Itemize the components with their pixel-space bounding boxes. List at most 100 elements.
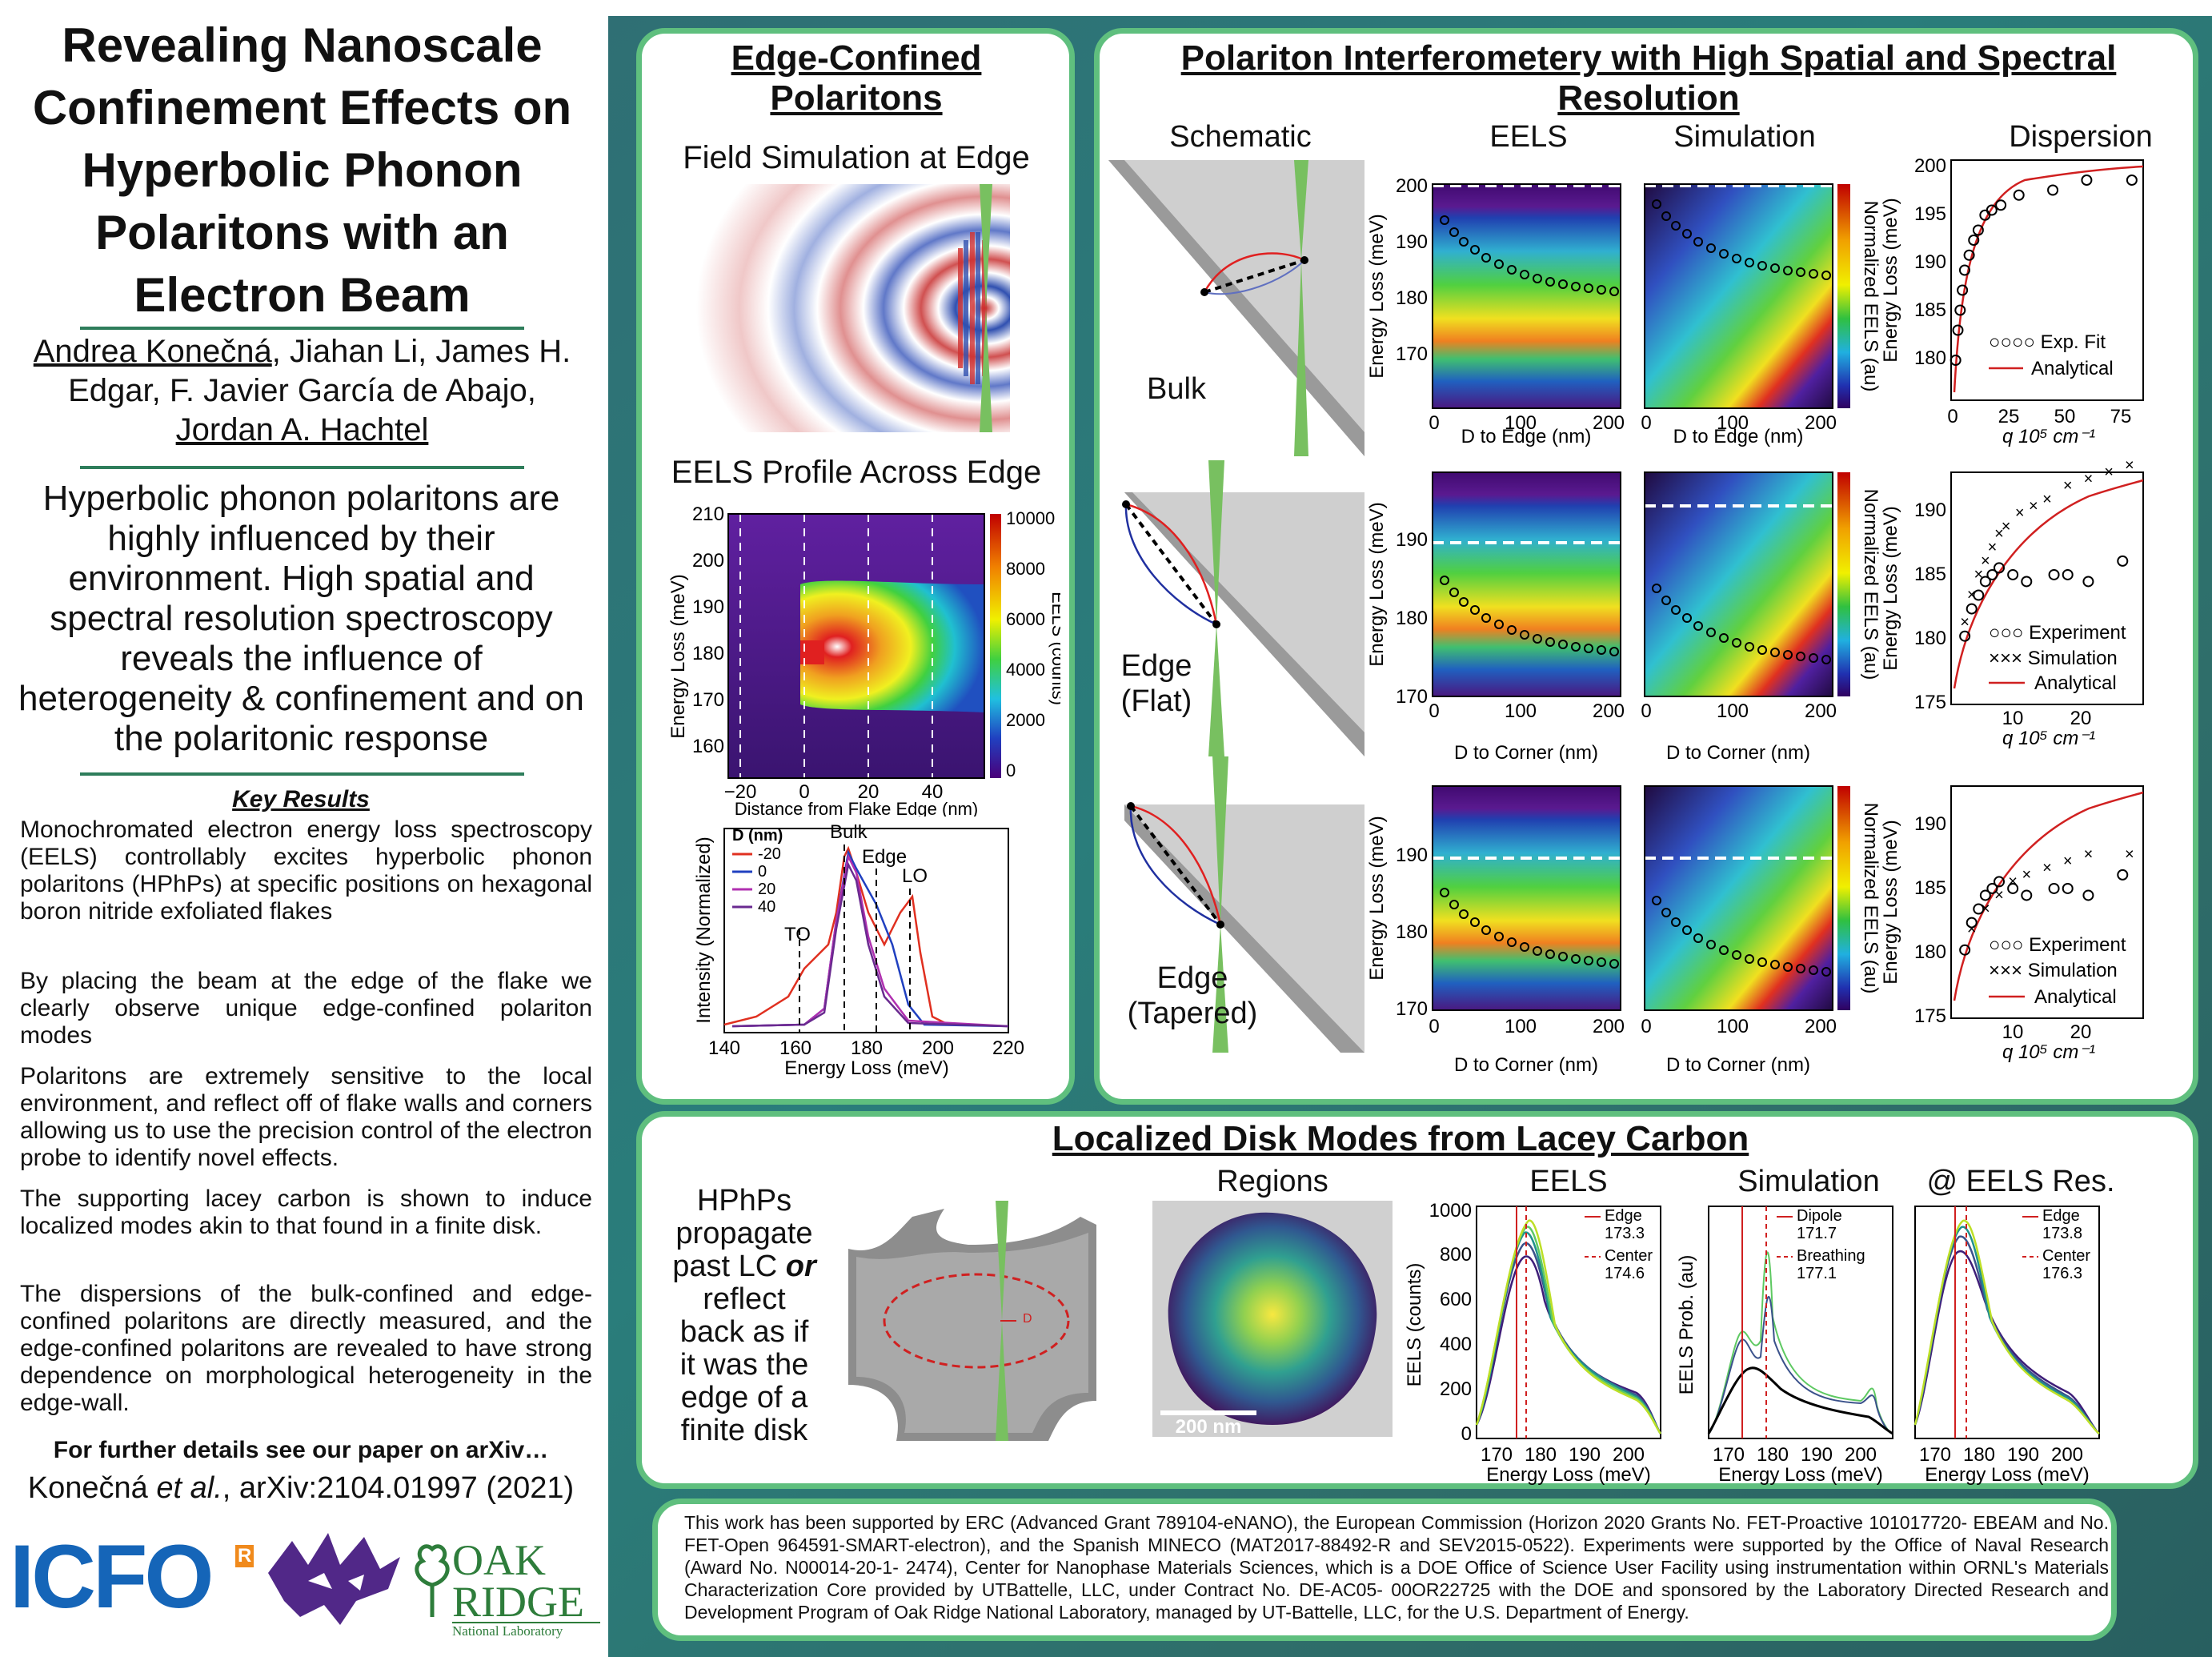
svg-text:100: 100 [1505,700,1537,722]
exp-point [1986,204,1998,216]
key-result-3: Polaritons are extremely sensitive to th… [20,1063,592,1171]
svg-text:q 10⁵ cm⁻¹: q 10⁵ cm⁻¹ [2002,426,2095,447]
exp-point [1968,235,1980,246]
exp-point [1973,589,1985,601]
svg-text:175: 175 [1914,1005,1946,1027]
col-head-dispersion: Dispersion [2009,120,2153,154]
svg-text:170: 170 [1713,1444,1745,1466]
svg-text:185: 185 [1914,564,1946,585]
svg-text:Energy Loss (meV): Energy Loss (meV) [1881,820,1901,984]
profile-ctick: 8000 [1006,559,1045,579]
svg-text:185: 185 [1914,299,1946,321]
exp-point [2062,882,2074,894]
head-eels-res: @ EELS Res. [1926,1165,2115,1198]
key-result-5: The dispersions of the bulk-confined and… [20,1281,592,1416]
sim-point: × [2029,498,2038,516]
legend-entry: -20 [758,845,781,863]
spectra-xtick: 160 [779,1037,811,1059]
sim-point: × [2125,456,2134,474]
legend-experiment: ○○○ Experiment [1989,934,2126,956]
eels-ylabel: Energy Loss (meV) [1366,214,1388,378]
svg-text:195: 195 [1914,203,1946,225]
svg-text:176.3: 176.3 [2042,1265,2082,1282]
divider [80,466,524,469]
svg-text:EELS Prob. (au): EELS Prob. (au) [1676,1255,1697,1395]
key-result-4: The supporting lacey carbon is shown to … [20,1186,592,1239]
exp-point [2047,184,2059,196]
sim-point: × [1981,552,1990,570]
svg-text:170: 170 [1396,343,1428,365]
row-label-edge-tapered: Edge (Tapered) [1127,961,1258,1030]
svg-text:100: 100 [1717,1016,1749,1037]
sim-point: × [2125,845,2134,863]
sim-point: × [1988,539,1998,556]
author-hachtel[interactable]: Jordan A. Hachtel [175,412,429,447]
cbar-label: Normalized EELS (au) [1860,489,1881,680]
svg-text:75: 75 [2110,406,2132,427]
profile-cbar-label: EELS (counts) [1048,592,1060,705]
panel2-title: Polariton Interferometery with High Spat… [1180,38,2117,118]
interferometry-heatmaps: Energy Loss (meV) Energy Loss (meV) Ener… [1366,175,1881,1076]
svg-text:175: 175 [1914,692,1946,713]
left-column: Revealing Nanoscale Confinement Effects … [0,0,602,1657]
svg-text:170: 170 [1396,998,1428,1020]
svg-text:Energy Loss (meV): Energy Loss (meV) [1881,198,1901,362]
sim-point: × [2015,504,2025,522]
svg-text:Edge: Edge [1605,1207,1642,1225]
eels-ylabel: Energy Loss (meV) [1366,816,1388,980]
col-head-simulation: Simulation [1673,120,1816,154]
profile-ctick: 10000 [1006,508,1055,528]
svg-text:100: 100 [1717,412,1749,434]
exp-point [2013,189,2025,201]
col-head-schematic: Schematic [1169,120,1312,154]
svg-text:185: 185 [1914,877,1946,899]
svg-text:400: 400 [1440,1334,1472,1355]
svg-text:Energy Loss (meV): Energy Loss (meV) [1486,1464,1650,1485]
key-result-1: Monochromated electron energy loss spect… [20,816,592,925]
spectra-xtick: 200 [922,1037,954,1059]
author-konecna[interactable]: Andrea Konečná [33,334,272,369]
analytical-curve [1953,791,2144,1001]
eels-profile-heatmap: Energy Loss (meV) 210 200 190 180 170 16… [667,504,1060,816]
profile-ytick: 210 [692,504,724,525]
field-sim-label: Field Simulation at Edge [683,140,1030,175]
exp-point [1959,944,1971,956]
head-regions: Regions [1216,1165,1328,1198]
svg-text:170: 170 [1481,1444,1513,1466]
annot-to: TO [784,924,811,945]
exp-point [1986,568,1998,580]
profile-ytick: 170 [692,689,724,711]
sim-point: × [2002,518,2011,536]
field-simulation-image [690,184,1010,432]
svg-text:190: 190 [1396,231,1428,253]
svg-text:200: 200 [1593,1016,1625,1037]
svg-text:10: 10 [2002,1021,2024,1043]
cbar-label: Normalized EELS (au) [1860,201,1881,392]
ornl-logo: Oak Ridge National Laboratory [452,1539,600,1639]
svg-text:Energy Loss (meV): Energy Loss (meV) [1925,1464,2089,1485]
profile-ctick: 4000 [1006,660,1045,680]
svg-text:170: 170 [1396,686,1428,708]
divider [80,772,524,776]
citation[interactable]: Konečná et al., arXiv:2104.01997 (2021) [27,1471,575,1505]
exp-point [2062,568,2074,580]
svg-text:200: 200 [1805,1016,1837,1037]
svg-text:0: 0 [1461,1423,1472,1445]
svg-text:800: 800 [1440,1244,1472,1266]
svg-text:200: 200 [1613,1444,1645,1466]
svg-text:0: 0 [1641,1016,1651,1037]
legend-title: D (nm) [732,827,783,845]
svg-text:180: 180 [1525,1444,1557,1466]
exp-point [2126,175,2138,186]
exp-point [1954,304,1966,316]
svg-text:0: 0 [1429,700,1439,722]
schematic-edge-flat [1122,460,1364,756]
exp-point [1959,630,1971,642]
svg-text:100: 100 [1717,700,1749,722]
further-details: For further details see our paper on arX… [53,1437,549,1463]
exp-point [2021,889,2033,901]
head-simulation: Simulation [1737,1165,1880,1198]
profile-ylabel: Energy Loss (meV) [667,574,689,738]
annot-bulk: Bulk [830,824,868,843]
